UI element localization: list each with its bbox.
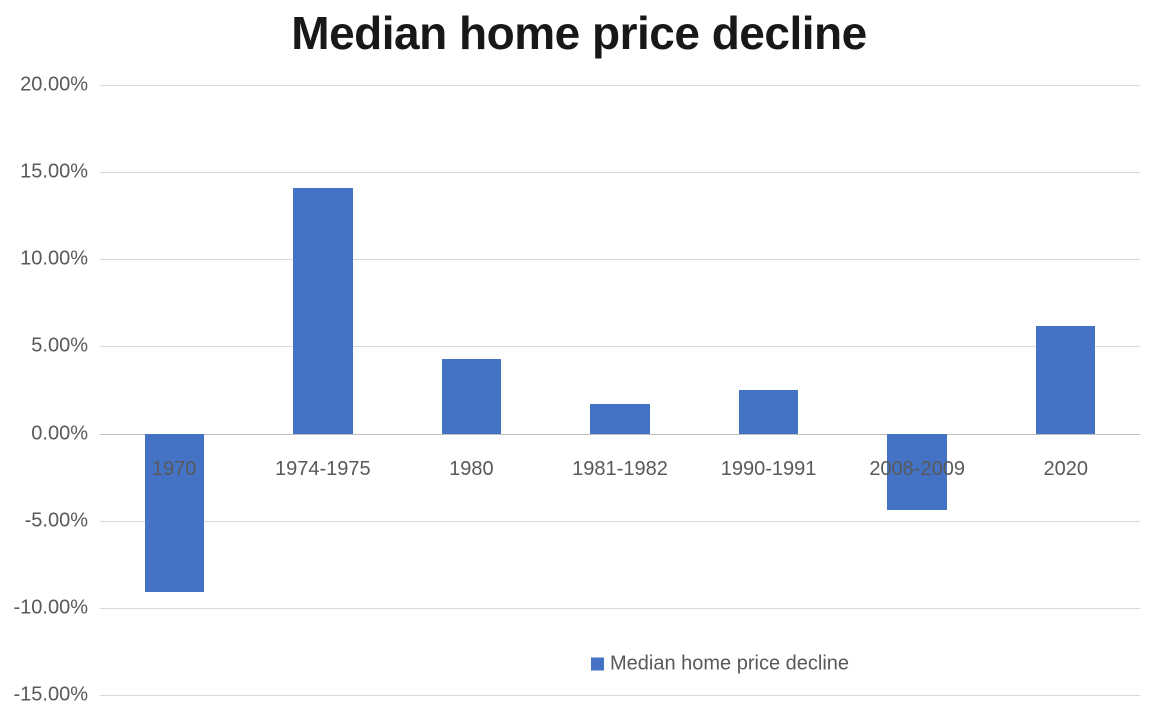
bar — [739, 390, 798, 434]
gridline — [100, 521, 1140, 522]
y-tick-label: -15.00% — [0, 684, 88, 707]
gridline — [100, 172, 1140, 173]
x-tick-label: 1974-1975 — [275, 458, 371, 481]
y-tick-label: -10.00% — [0, 596, 88, 619]
x-tick-label: 2008-2009 — [869, 458, 965, 481]
zero-line — [100, 434, 1140, 435]
bar — [1036, 326, 1095, 434]
x-tick-label: 1970 — [152, 458, 197, 481]
x-tick-label: 1990-1991 — [721, 458, 817, 481]
gridline — [100, 346, 1140, 347]
gridline — [100, 695, 1140, 696]
legend: Median home price decline — [591, 652, 849, 675]
y-tick-label: 5.00% — [0, 335, 88, 358]
chart-title: Median home price decline — [0, 6, 1158, 60]
x-tick-label: 2020 — [1043, 458, 1088, 481]
legend-swatch — [591, 657, 604, 670]
x-tick-label: 1980 — [449, 458, 494, 481]
y-tick-label: 0.00% — [0, 422, 88, 445]
bar — [442, 359, 501, 434]
x-tick-label: 1981-1982 — [572, 458, 668, 481]
bar — [590, 404, 649, 434]
gridline — [100, 85, 1140, 86]
y-tick-label: 15.00% — [0, 161, 88, 184]
gridline — [100, 259, 1140, 260]
chart-container: Median home price decline 20.00% 15.00% 10… — [0, 0, 1158, 714]
gridline — [100, 608, 1140, 609]
y-tick-label: 10.00% — [0, 248, 88, 271]
legend-label: Median home price decline — [610, 652, 849, 675]
plot-area: 1970 1974-1975 1980 1981-1982 1990-1991 2008-… — [100, 85, 1140, 695]
y-tick-label: -5.00% — [0, 509, 88, 532]
y-tick-label: 20.00% — [0, 74, 88, 97]
bar — [293, 188, 352, 434]
